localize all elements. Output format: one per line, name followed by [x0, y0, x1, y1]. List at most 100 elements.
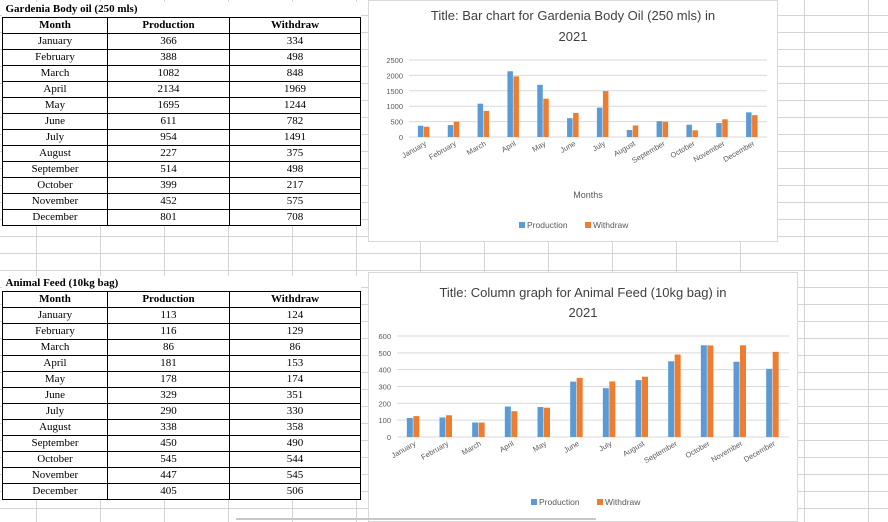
production-cell[interactable]: 954 — [107, 129, 230, 146]
withdraw-cell[interactable]: 498 — [229, 161, 361, 178]
bar-production-august[interactable] — [635, 380, 642, 437]
bar-withdraw-may[interactable] — [544, 407, 550, 437]
withdraw-cell[interactable]: 545 — [229, 467, 361, 484]
bar-withdraw-november[interactable] — [722, 119, 728, 137]
production-cell[interactable]: 113 — [107, 307, 230, 324]
bar-production-january[interactable] — [417, 125, 424, 137]
withdraw-cell[interactable]: 544 — [229, 451, 361, 468]
bar-withdraw-june[interactable] — [573, 112, 579, 137]
month-cell[interactable]: May — [2, 97, 108, 114]
bar-withdraw-december[interactable] — [772, 351, 779, 437]
bar-production-april[interactable] — [504, 406, 511, 437]
month-cell[interactable]: December — [2, 483, 108, 500]
bar-withdraw-december[interactable] — [752, 115, 758, 137]
bar-production-june[interactable] — [567, 118, 573, 137]
bar-production-january[interactable] — [406, 417, 413, 437]
production-cell[interactable]: 405 — [107, 483, 230, 500]
production-cell[interactable]: 399 — [107, 177, 230, 194]
withdraw-cell[interactable]: 358 — [229, 419, 361, 436]
month-cell[interactable]: March — [2, 65, 108, 82]
month-cell[interactable]: June — [2, 113, 108, 130]
production-cell[interactable]: 329 — [107, 387, 230, 404]
production-cell[interactable]: 447 — [107, 467, 230, 484]
month-cell[interactable]: March — [2, 339, 108, 356]
bar-production-june[interactable] — [570, 381, 577, 437]
table-title[interactable]: Gardenia Body oil (250 mls) — [2, 2, 361, 18]
month-cell[interactable]: February — [2, 49, 108, 66]
bar-withdraw-april[interactable] — [511, 411, 518, 437]
month-cell[interactable]: January — [2, 307, 108, 324]
bar-withdraw-february[interactable] — [453, 121, 460, 137]
withdraw-cell[interactable]: 490 — [229, 435, 361, 452]
production-cell[interactable]: 227 — [107, 145, 230, 162]
withdraw-cell[interactable]: 498 — [229, 49, 361, 66]
bar-withdraw-february[interactable] — [446, 415, 452, 437]
bar-production-july[interactable] — [596, 107, 603, 137]
production-cell[interactable]: 388 — [107, 49, 230, 66]
month-cell[interactable]: February — [2, 323, 108, 340]
withdraw-cell[interactable]: 1244 — [229, 97, 361, 114]
legend-label-withdraw[interactable]: Withdraw — [593, 220, 629, 230]
withdraw-cell[interactable]: 334 — [229, 33, 361, 50]
bar-withdraw-august[interactable] — [642, 376, 648, 437]
month-cell[interactable]: September — [2, 161, 108, 178]
bar-production-july[interactable] — [602, 388, 609, 437]
bar-production-october[interactable] — [686, 124, 692, 137]
production-cell[interactable]: 116 — [107, 323, 230, 340]
production-cell[interactable]: 366 — [107, 33, 230, 50]
bar-withdraw-march[interactable] — [478, 422, 485, 437]
withdraw-cell[interactable]: 506 — [229, 483, 361, 500]
legend-label-withdraw[interactable]: Withdraw — [605, 497, 641, 507]
bar-withdraw-august[interactable] — [632, 125, 639, 137]
header-cell[interactable]: Month — [2, 291, 108, 308]
production-cell[interactable]: 181 — [107, 355, 230, 372]
withdraw-cell[interactable]: 174 — [229, 371, 361, 388]
gardenia-bar-chart[interactable]: Title: Bar chart for Gardenia Body Oil (… — [368, 0, 778, 242]
bar-production-april[interactable] — [507, 71, 513, 137]
withdraw-cell[interactable]: 375 — [229, 145, 361, 162]
production-cell[interactable]: 801 — [107, 209, 230, 226]
header-cell[interactable]: Month — [2, 17, 108, 34]
month-cell[interactable]: July — [2, 403, 108, 420]
withdraw-cell[interactable]: 153 — [229, 355, 361, 372]
production-cell[interactable]: 611 — [107, 113, 230, 130]
bar-production-may[interactable] — [537, 407, 544, 437]
bar-withdraw-july[interactable] — [602, 91, 609, 137]
withdraw-cell[interactable]: 848 — [229, 65, 361, 82]
bar-production-december[interactable] — [746, 112, 752, 137]
header-cell[interactable]: Production — [107, 291, 230, 308]
table-title[interactable]: Animal Feed (10kg bag) — [2, 276, 361, 292]
bar-production-february[interactable] — [439, 417, 446, 437]
bar-production-march[interactable] — [477, 103, 484, 137]
bar-production-august[interactable] — [626, 130, 633, 137]
month-cell[interactable]: October — [2, 451, 108, 468]
month-cell[interactable]: June — [2, 387, 108, 404]
bar-production-september[interactable] — [656, 121, 663, 137]
month-cell[interactable]: December — [2, 209, 108, 226]
month-cell[interactable]: August — [2, 145, 108, 162]
withdraw-cell[interactable]: 217 — [229, 177, 361, 194]
bar-production-february[interactable] — [447, 125, 454, 137]
legend-label-production[interactable]: Production — [527, 220, 568, 230]
header-cell[interactable]: Production — [107, 17, 230, 34]
bar-withdraw-october[interactable] — [707, 345, 714, 437]
bar-withdraw-september[interactable] — [674, 354, 681, 437]
month-cell[interactable]: October — [2, 177, 108, 194]
bar-production-november[interactable] — [733, 361, 740, 437]
bar-production-march[interactable] — [472, 422, 479, 437]
bar-withdraw-july[interactable] — [609, 381, 616, 437]
withdraw-cell[interactable]: 708 — [229, 209, 361, 226]
bar-withdraw-january[interactable] — [413, 416, 420, 437]
production-cell[interactable]: 338 — [107, 419, 230, 436]
production-cell[interactable]: 1082 — [107, 65, 230, 82]
header-cell[interactable]: Withdraw — [229, 291, 361, 308]
withdraw-cell[interactable]: 1491 — [229, 129, 361, 146]
bar-withdraw-september[interactable] — [662, 121, 669, 137]
production-cell[interactable]: 514 — [107, 161, 230, 178]
bar-withdraw-april[interactable] — [513, 76, 519, 137]
bar-withdraw-january[interactable] — [423, 126, 430, 137]
bar-withdraw-may[interactable] — [543, 98, 549, 137]
bar-production-november[interactable] — [716, 123, 722, 137]
bar-production-october[interactable] — [700, 345, 707, 437]
month-cell[interactable]: November — [2, 193, 108, 210]
